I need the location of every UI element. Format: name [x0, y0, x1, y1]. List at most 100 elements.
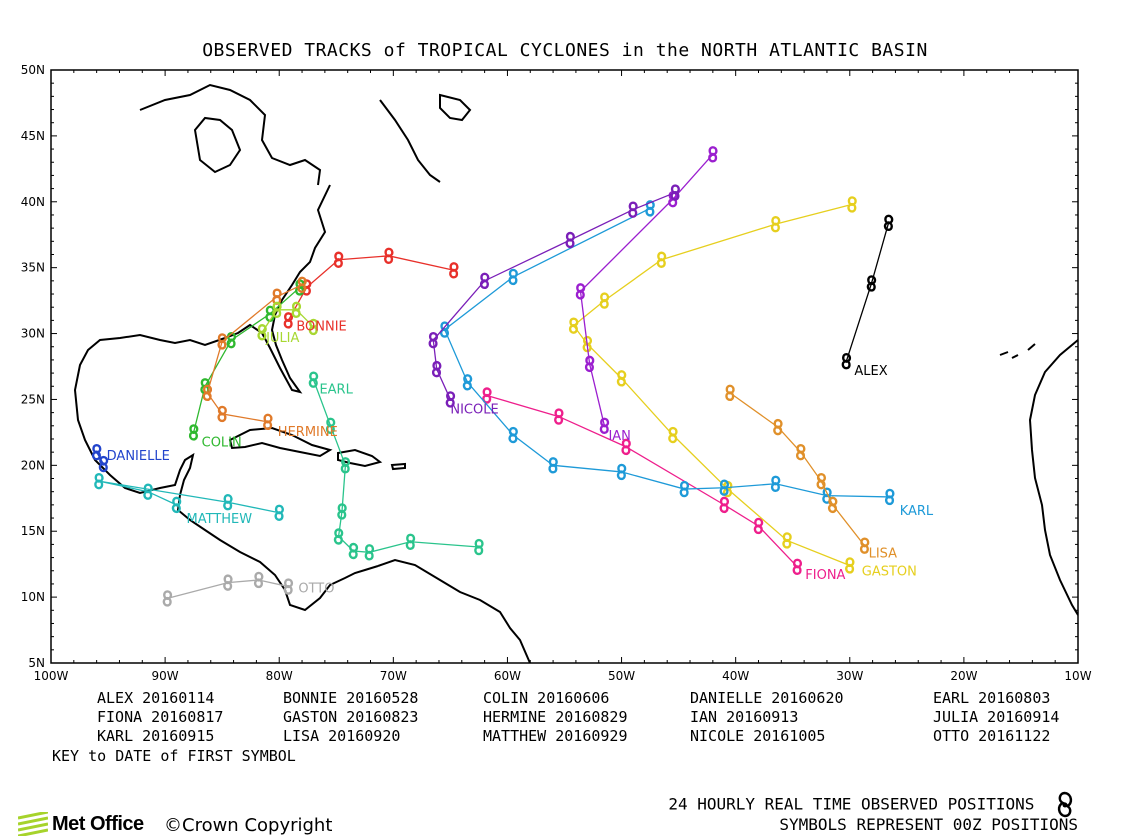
- lon-tick-label: 40W: [722, 669, 749, 683]
- cyclone-position-marker: [348, 542, 359, 560]
- legend-entry: MATTHEW 20160929: [483, 727, 628, 745]
- cyclone-symbol: [584, 355, 595, 373]
- cyclone-symbol: [656, 251, 667, 268]
- legend-storm-date: 20161122: [969, 727, 1051, 745]
- cyclone-symbol: [217, 333, 227, 350]
- track-line: [443, 207, 890, 498]
- cyclone-eye: [682, 487, 686, 491]
- cyclone-eye: [588, 362, 592, 366]
- coastlines: [73, 83, 1078, 663]
- legend-storm-name: ALEX: [97, 689, 134, 707]
- cyclone-position-marker: [670, 184, 680, 201]
- cyclone-symbol: [98, 455, 109, 473]
- cyclone-position-marker: [827, 496, 838, 514]
- legend-storm-name: IAN: [690, 708, 718, 726]
- track-gaston: [568, 196, 857, 574]
- cyclone-eye: [266, 420, 270, 424]
- legend-entry: JULIA 20160914: [933, 708, 1059, 726]
- cyclone-eye: [165, 596, 169, 601]
- track-colin: [188, 279, 305, 441]
- cyclone-symbol: [816, 472, 826, 490]
- cyclone-position-marker: [708, 146, 718, 163]
- cyclone-symbol: [668, 190, 678, 208]
- cyclone-symbol: [91, 443, 102, 461]
- track-line: [845, 222, 890, 362]
- cyclone-position-marker: [188, 424, 199, 441]
- cyclone-eye: [192, 430, 196, 434]
- north-america-coastline: [73, 99, 441, 612]
- cyclone-position-marker: [431, 360, 442, 378]
- storm-label-alex: ALEX: [854, 364, 887, 379]
- great-lakes: [139, 83, 322, 186]
- cyclone-eye: [776, 425, 780, 429]
- met-office-logo: Met Office: [18, 812, 144, 836]
- cyclone-position-marker: [616, 370, 627, 387]
- cyclone-position-marker: [796, 443, 806, 461]
- cyclone-symbol: [679, 480, 690, 498]
- track-matthew: [94, 472, 284, 521]
- cyclone-symbol: [599, 292, 610, 309]
- track-hermine: [202, 276, 307, 431]
- cyclone-eye: [799, 450, 803, 454]
- cyclone-symbol: [719, 479, 729, 496]
- cyclone-symbol: [308, 371, 319, 388]
- track-line: [206, 284, 303, 423]
- cyclone-position-marker: [291, 301, 302, 319]
- cyclone-eye: [485, 393, 489, 398]
- cyclone-symbol: [582, 335, 593, 353]
- cyclone-position-marker: [584, 355, 595, 373]
- cyclone-symbol: [308, 318, 319, 336]
- cyclone-symbol: [223, 574, 233, 591]
- cyclone-symbol: [479, 272, 490, 290]
- cyclone-position-marker: [885, 488, 895, 506]
- cyclone-position-marker: [719, 496, 729, 514]
- cyclone-symbol: [628, 201, 638, 218]
- longitude-labels: 100W 90W 80W 70W 60W 50W 40W 30W 20W 10W: [34, 669, 1092, 683]
- cyclone-eye: [336, 534, 341, 539]
- cyclone-symbol: [725, 384, 735, 402]
- legend-storm-name: MATTHEW: [483, 727, 547, 745]
- cyclone-eye: [648, 206, 652, 210]
- cyclone-eye: [408, 540, 413, 544]
- cyclone-eye: [722, 503, 726, 507]
- cyclone-eye: [602, 299, 607, 303]
- cyclone-eye: [294, 308, 298, 312]
- cyclone-position-marker: [162, 590, 173, 607]
- cyclone-position-marker: [548, 457, 558, 474]
- cyclone-symbol: [616, 463, 627, 481]
- legend-entry: DANIELLE 20160620: [690, 689, 844, 707]
- legend-storm-name: EARL: [933, 689, 970, 707]
- cyclone-position-marker: [202, 384, 213, 402]
- cyclone-position-marker: [628, 201, 638, 218]
- cyclone-symbol: [866, 275, 877, 292]
- cyclone-eye: [311, 378, 316, 382]
- cyclone-position-marker: [883, 214, 894, 232]
- legend-entry: NICOLE 20161005: [690, 727, 825, 745]
- cyclone-eye: [226, 500, 230, 504]
- cyclone-eye: [756, 524, 761, 528]
- track-julia: [257, 301, 319, 341]
- legend-storm-name: DANIELLE: [690, 689, 763, 707]
- cyclone-position-marker: [91, 443, 102, 461]
- track-earl: [308, 371, 484, 561]
- cyclone-eye: [95, 450, 99, 454]
- storm-label-hermine: HERMINE: [278, 425, 338, 440]
- cyclone-eye: [831, 503, 835, 507]
- cyclone-eye: [146, 490, 150, 494]
- cyclone-symbol: [291, 301, 302, 319]
- cyclone-symbol: [325, 417, 336, 434]
- cyclone-position-marker: [308, 371, 319, 388]
- lat-tick-label: 10N: [21, 590, 45, 604]
- cyclone-eye: [572, 324, 576, 328]
- cyclone-eye: [848, 563, 852, 568]
- cyclone-symbol: [770, 215, 781, 233]
- cyclone-position-marker: [462, 374, 473, 391]
- cyclone-symbol: [508, 426, 518, 444]
- cyclone-eye: [205, 391, 209, 395]
- track-line: [572, 203, 853, 567]
- cyclone-eye: [850, 202, 854, 207]
- legend-storm-name: FIONA: [97, 708, 143, 726]
- copyright-notice: ©Crown Copyright: [164, 815, 333, 836]
- cyclone-position-marker: [445, 391, 456, 408]
- cyclone-eye: [869, 281, 874, 286]
